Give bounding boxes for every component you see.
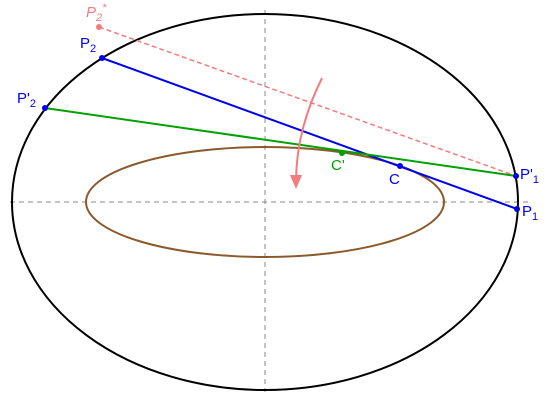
point-p1 bbox=[514, 206, 520, 212]
point-p2-star bbox=[96, 24, 102, 30]
label-p2-star: P2* bbox=[86, 2, 107, 24]
point-p1-prime bbox=[513, 173, 519, 179]
dashed-line-p2star-p1prime bbox=[98, 26, 517, 177]
inner-ellipse bbox=[85, 146, 445, 258]
point-p2-prime bbox=[42, 105, 48, 111]
line-p2prime-p1prime bbox=[44, 107, 517, 177]
point-c-prime bbox=[339, 150, 345, 156]
label-p1: P1 bbox=[522, 203, 538, 223]
label-p2-prime: P'2 bbox=[17, 90, 36, 110]
arrow-head bbox=[290, 175, 302, 189]
line-p2-p1 bbox=[101, 57, 518, 210]
label-c-prime: C' bbox=[331, 157, 345, 174]
label-c: C bbox=[389, 171, 400, 188]
curved-arrow-icon bbox=[295, 77, 323, 183]
label-p2: P2 bbox=[80, 35, 96, 55]
point-c bbox=[397, 163, 403, 169]
outer-ellipse bbox=[11, 13, 519, 391]
label-p1-prime: P'1 bbox=[520, 166, 539, 186]
point-p2 bbox=[99, 55, 105, 61]
